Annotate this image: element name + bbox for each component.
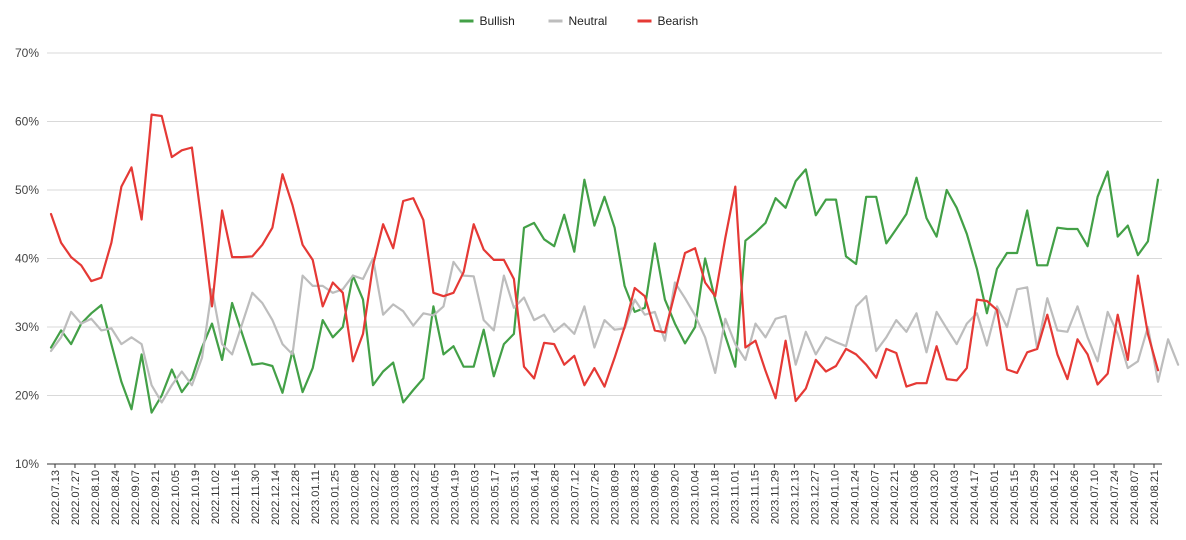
x-tick-label: 2024.05.01 [989,470,1001,525]
x-tick-label: 2024.03.06 [909,470,921,525]
legend-item-bullish: Bullish [459,14,515,28]
x-tick-label: 2024.08.21 [1149,470,1161,525]
x-tick-label: 2023.12.13 [789,470,801,525]
x-tick-label: 2023.11.15 [749,470,761,524]
y-tick-label: 70% [15,46,39,60]
legend-item-neutral: Neutral [548,14,608,28]
legend-item-bearish: Bearish [637,14,699,28]
x-tick-label: 2023.05.31 [510,470,522,525]
x-tick-label: 2022.07.27 [70,470,82,525]
x-tick-label: 2023.04.05 [430,470,442,525]
x-tick-label: 2023.06.28 [550,470,562,525]
x-tick-label: 2024.02.07 [869,470,881,525]
x-tick-label: 2024.07.24 [1109,470,1121,525]
x-tick-label: 2024.05.29 [1029,470,1041,525]
x-tick-label: 2023.11.01 [729,470,741,524]
x-tick-label: 2023.01.11 [310,470,322,524]
y-tick-label: 40% [15,252,39,266]
series-line-bearish [49,113,1160,403]
series-lines [49,113,1180,414]
legend-label: Neutral [569,14,608,28]
x-tick-label: 2022.07.13 [50,470,62,525]
x-tick-label: 2023.06.14 [530,470,542,525]
x-tick-label: 2022.08.10 [90,470,102,525]
x-tick-label: 2023.03.08 [390,470,402,525]
x-tick-label: 2022.09.07 [130,470,142,525]
x-tick-label: 2023.12.27 [809,470,821,525]
x-tick-label: 2023.07.12 [570,470,582,525]
x-tick-label: 2023.09.20 [669,470,681,525]
x-tick-label: 2023.04.19 [450,470,462,525]
x-axis-ticks: 2022.07.13 2022.07.27 2022.08.10 2022.08.24… [50,464,1161,525]
x-tick-label: 2022.08.24 [110,470,122,525]
x-tick-label: 2023.05.17 [490,470,502,525]
x-tick-label: 2024.06.26 [1069,470,1081,525]
legend-label: Bearish [658,14,699,28]
x-tick-label: 2023.08.23 [629,470,641,525]
x-tick-label: 2023.02.08 [350,470,362,525]
x-tick-label: 2024.01.24 [849,470,861,525]
x-tick-label: 2024.03.20 [929,470,941,525]
x-tick-label: 2023.07.26 [590,470,602,525]
y-tick-label: 60% [15,115,39,129]
x-tick-label: 2023.10.18 [709,470,721,525]
y-tick-label: 10% [15,457,39,471]
x-tick-label: 2024.05.15 [1009,470,1021,525]
x-tick-label: 2024.01.10 [829,470,841,525]
x-tick-label: 2024.07.10 [1089,470,1101,525]
series-line-bullish [49,168,1160,414]
x-tick-label: 2023.08.09 [609,470,621,525]
y-axis-ticks: 10% 20% 30% 40% 50% 60% 70% [15,46,39,471]
x-tick-label: 2023.03.22 [410,470,422,525]
legend-label: Bullish [480,14,515,28]
x-tick-label: 2024.08.07 [1129,470,1141,525]
x-tick-label: 2023.02.22 [370,470,382,525]
x-tick-label: 2022.11.30 [250,470,262,524]
x-tick-label: 2024.02.21 [889,470,901,525]
grid-lines [47,52,1162,465]
legend: Bullish Neutral Bearish [459,14,699,28]
y-tick-label: 50% [15,183,39,197]
y-tick-label: 20% [15,389,39,403]
x-tick-label: 2022.11.16 [230,470,242,524]
x-tick-label: 2023.01.25 [330,470,342,525]
x-tick-label: 2024.04.03 [949,470,961,525]
x-tick-label: 2023.05.03 [470,470,482,525]
x-tick-label: 2022.10.19 [190,470,202,525]
x-tick-label: 2023.09.06 [649,470,661,525]
x-tick-label: 2022.12.14 [270,470,282,525]
x-tick-label: 2022.12.28 [290,470,302,525]
x-tick-label: 2022.11.02 [210,470,222,524]
x-tick-label: 2022.10.05 [170,470,182,525]
x-tick-label: 2024.06.12 [1049,470,1061,525]
x-tick-label: 2022.09.21 [150,470,162,525]
x-tick-label: 2024.04.17 [969,470,981,525]
series-line-neutral [49,257,1180,404]
x-tick-label: 2023.10.04 [689,470,701,525]
x-tick-label: 2023.11.29 [769,470,781,524]
y-tick-label: 30% [15,320,39,334]
